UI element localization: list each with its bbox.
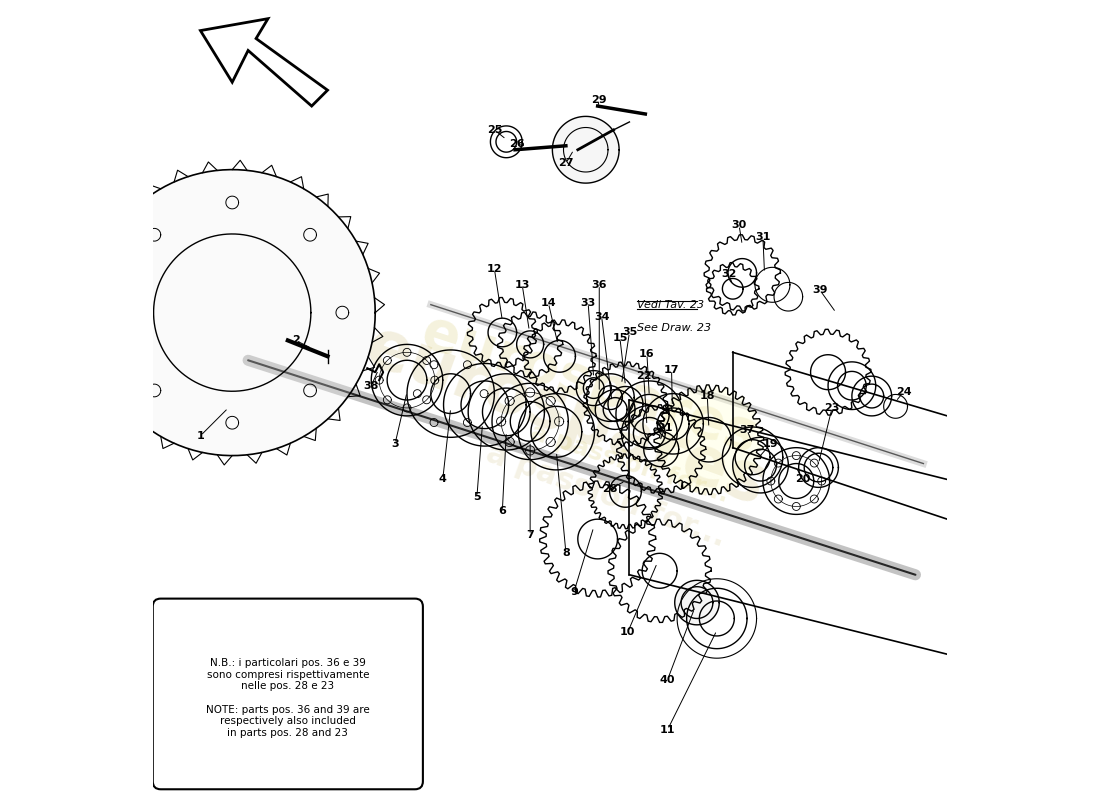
Text: 13: 13	[515, 280, 530, 290]
Text: 21: 21	[658, 423, 673, 433]
Text: 8: 8	[562, 547, 570, 558]
Text: 6: 6	[498, 506, 506, 516]
Polygon shape	[89, 170, 375, 455]
Text: 26: 26	[509, 139, 525, 149]
Text: 12: 12	[486, 264, 502, 274]
Text: 24: 24	[895, 387, 911, 397]
Text: eurospares: eurospares	[356, 313, 776, 519]
Text: 40: 40	[660, 674, 675, 685]
Text: 39: 39	[813, 286, 828, 295]
Text: 15: 15	[613, 333, 628, 343]
Polygon shape	[654, 385, 763, 494]
Text: 28: 28	[602, 484, 617, 494]
Text: 16: 16	[639, 349, 654, 359]
Text: 37: 37	[739, 425, 755, 435]
Text: 33: 33	[581, 298, 596, 308]
Text: 3: 3	[392, 438, 399, 449]
Text: See Draw. 23: See Draw. 23	[637, 323, 712, 334]
Text: 10: 10	[620, 627, 636, 637]
Text: 4: 4	[439, 474, 447, 485]
Text: 32: 32	[722, 270, 736, 279]
Polygon shape	[200, 18, 328, 106]
Text: 22: 22	[636, 371, 651, 381]
Text: 2: 2	[292, 335, 299, 346]
Text: 20: 20	[795, 474, 811, 485]
Text: a passion for...: a passion for...	[482, 438, 729, 552]
FancyBboxPatch shape	[153, 598, 422, 790]
Text: 29: 29	[592, 94, 607, 105]
Text: 27: 27	[558, 158, 573, 168]
Text: 25: 25	[486, 125, 502, 135]
Text: 11: 11	[660, 725, 675, 734]
Text: a passion for...: a passion for...	[527, 420, 732, 507]
Text: 31: 31	[756, 232, 771, 242]
Text: 34: 34	[594, 311, 609, 322]
Text: 36: 36	[592, 280, 607, 290]
Text: 18: 18	[700, 391, 715, 401]
Text: 35: 35	[621, 327, 637, 338]
Text: 19: 19	[763, 438, 779, 449]
Text: N.B.: i particolari pos. 36 e 39
sono compresi rispettivamente
nelle pos. 28 e 2: N.B.: i particolari pos. 36 e 39 sono co…	[206, 658, 370, 738]
Text: 14: 14	[540, 298, 557, 308]
Text: 5: 5	[473, 492, 481, 502]
Text: 9: 9	[570, 587, 578, 598]
Text: 17: 17	[663, 365, 680, 375]
Text: Vedi Tav. 23: Vedi Tav. 23	[637, 300, 704, 310]
Text: eurospares: eurospares	[415, 304, 764, 464]
Text: 23: 23	[824, 403, 839, 413]
Text: 30: 30	[732, 220, 747, 230]
Polygon shape	[552, 116, 619, 183]
Text: 7: 7	[526, 530, 534, 540]
Text: 38: 38	[364, 381, 378, 390]
Text: 1: 1	[197, 430, 205, 441]
Polygon shape	[674, 580, 719, 625]
